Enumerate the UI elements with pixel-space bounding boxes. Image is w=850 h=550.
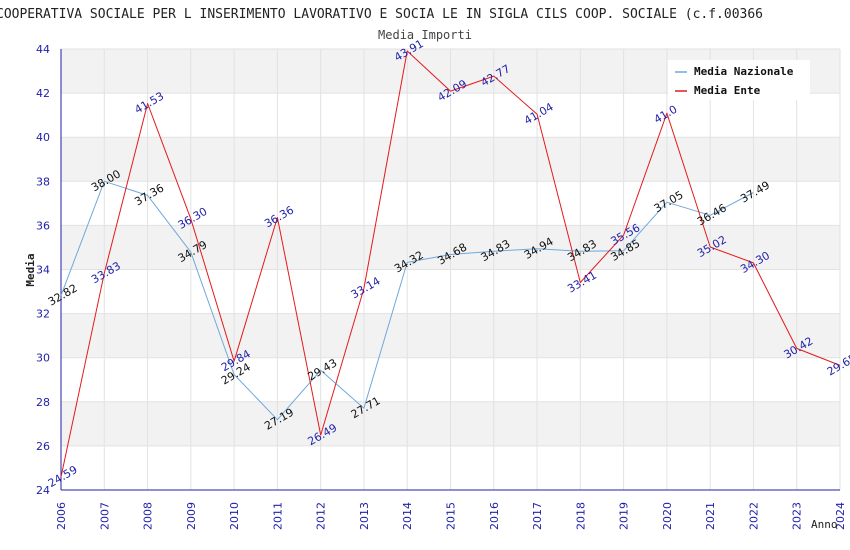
y-tick-label: 44	[36, 43, 50, 56]
y-tick-label: 40	[36, 131, 50, 144]
x-tick-label: 2023	[791, 502, 804, 530]
y-axis-label: Media	[24, 253, 37, 286]
legend-label-media-nazionale: Media Nazionale	[694, 65, 794, 78]
x-axis-label: Anno	[811, 518, 838, 531]
series-line-media-ente	[60, 50, 841, 478]
x-tick-label: 2019	[618, 502, 631, 530]
y-tick-label: 42	[36, 87, 50, 100]
legend: Media Nazionale Media Ente	[668, 60, 810, 100]
x-tick-label: 2010	[228, 502, 241, 530]
y-tick-label: 36	[36, 219, 50, 232]
x-tick-label: 2008	[142, 502, 155, 530]
x-tick-label: 2009	[185, 502, 198, 530]
x-tick-label: 2012	[315, 502, 328, 530]
chart-subtitle: Media Importi	[378, 28, 472, 42]
chart-title: COOPERATIVA SOCIALE PER L INSERIMENTO LA…	[0, 7, 763, 22]
axes	[60, 49, 840, 491]
x-tick-label: 2016	[488, 502, 501, 530]
y-tick-label: 32	[36, 308, 50, 321]
x-tick-label: 2017	[531, 502, 544, 530]
x-tick-label: 2024	[834, 502, 847, 530]
y-tick-label: 24	[36, 484, 50, 497]
x-tick-label: 2022	[747, 502, 760, 530]
x-tick-label: 2007	[98, 502, 111, 530]
x-tick-label: 2020	[661, 502, 674, 530]
x-tick-label: 2018	[574, 502, 587, 530]
y-tick-label: 38	[36, 175, 50, 188]
x-tick-label: 2013	[358, 502, 371, 530]
series-line-media-nazionale	[60, 180, 754, 421]
x-tick-label: 2011	[271, 502, 284, 530]
x-tick-label: 2006	[55, 502, 68, 530]
x-tick-label: 2015	[445, 502, 458, 530]
legend-label-media-ente: Media Ente	[694, 84, 761, 97]
y-tick-label: 26	[36, 440, 50, 453]
x-tick-label: 2021	[704, 502, 717, 530]
y-tick-label: 34	[36, 264, 50, 277]
y-tick-label: 28	[36, 396, 50, 409]
x-tick-label: 2014	[401, 502, 414, 530]
x-tick-labels: 2006 2007 2008 2009 2010 2011 2012 2013 2014 2015…	[55, 502, 847, 530]
y-tick-label: 30	[36, 352, 50, 365]
legend-box	[668, 60, 810, 100]
y-tick-labels: 24 26 28 30 32 34 36 38 40 42 44	[36, 43, 50, 497]
series-lines	[60, 50, 841, 478]
